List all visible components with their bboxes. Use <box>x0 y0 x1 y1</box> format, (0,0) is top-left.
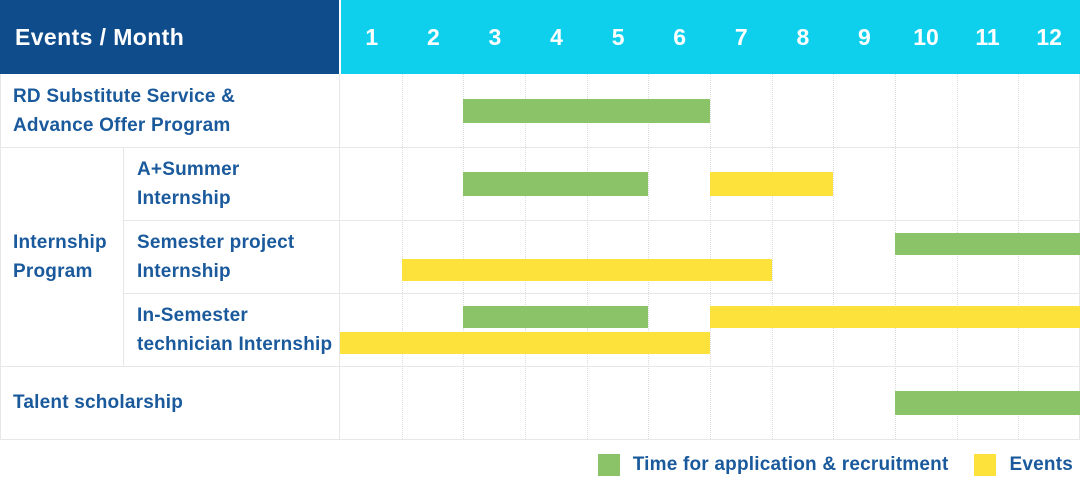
gantt-bar-yellow <box>340 331 710 354</box>
month-header-cell: 11 <box>975 23 1000 50</box>
row-label-a-plus-summer: A+Summer Internship <box>137 158 240 209</box>
gantt-bar-green <box>463 306 649 328</box>
group-sublabel-divider <box>123 147 124 366</box>
gantt-bar-green <box>895 233 1080 255</box>
row-label-talent-scholarship: Talent scholarship <box>13 392 184 413</box>
subrow-divider <box>123 293 1080 294</box>
subrow-divider <box>123 220 1080 221</box>
group-label-internship-program: Internship Program <box>13 231 107 282</box>
label-chart-divider <box>339 74 340 440</box>
table-corner-header: Events / Month <box>0 0 339 74</box>
row-divider <box>0 147 1080 148</box>
table-left-border <box>0 74 1 440</box>
month-header-cell: 7 <box>734 23 748 50</box>
month-gridline <box>833 74 835 439</box>
month-gridline <box>463 74 465 439</box>
month-header-cell: 2 <box>426 23 440 50</box>
month-header-cell: 5 <box>611 23 625 50</box>
gantt-bar-yellow <box>710 171 834 196</box>
legend-item-application: Time for application & recruitment <box>597 454 949 476</box>
legend-swatch-yellow <box>974 454 997 476</box>
month-header-cell: 1 <box>365 23 379 50</box>
month-gridline <box>710 74 711 439</box>
month-gridline <box>771 74 773 439</box>
month-header-cell: 4 <box>550 23 563 50</box>
month-gridline <box>586 74 588 439</box>
table-bottom-border <box>0 439 1080 440</box>
month-gridline <box>895 74 896 439</box>
legend: Time for application & recruitment Event… <box>597 452 1073 478</box>
month-gridline <box>525 74 526 439</box>
gantt-bar-yellow <box>710 306 1080 328</box>
month-header-cell: 12 <box>1036 23 1062 50</box>
gantt-bar-green <box>463 171 649 196</box>
month-header-cell: 6 <box>673 23 687 50</box>
legend-label-application: Time for application & recruitment <box>632 454 949 475</box>
month-gridline <box>956 74 958 439</box>
month-gridline <box>1018 74 1020 439</box>
month-header-cell: 10 <box>913 23 939 50</box>
month-header-cell: 9 <box>858 23 871 50</box>
gantt-bar-green <box>463 98 710 123</box>
legend-label-events: Events <box>1009 454 1073 475</box>
row-label-rd-substitute: RD Substitute Service & Advance Offer Pr… <box>13 85 236 136</box>
corner-header-label: Events / Month <box>15 23 185 50</box>
row-label-in-semester-technician: In-Semester technician Internship <box>137 304 333 355</box>
legend-swatch-green <box>597 454 620 476</box>
legend-item-events: Events <box>974 454 1073 476</box>
row-label-semester-project: Semester project Internship <box>137 231 295 282</box>
gantt-bar-yellow <box>401 258 772 281</box>
gantt-bar-green <box>895 390 1080 415</box>
month-gridline <box>401 74 403 439</box>
month-header-cell: 3 <box>488 23 502 50</box>
month-gridline <box>648 74 650 439</box>
row-divider <box>0 366 1080 367</box>
month-header-row: 1 2 3 4 5 6 7 8 9 10 11 12 <box>341 0 1080 74</box>
month-header-cell: 8 <box>796 23 810 50</box>
